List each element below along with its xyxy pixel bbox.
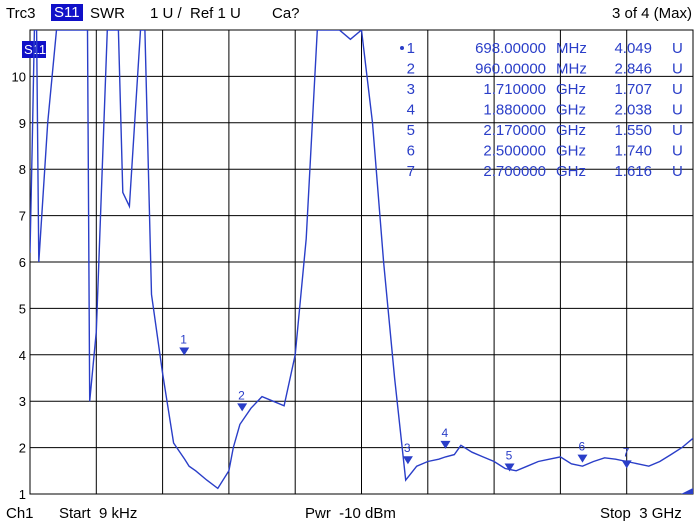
marker-table-frequency-unit: MHz	[556, 40, 587, 57]
y-tick-label: 10	[12, 69, 26, 84]
marker-table-frequency: 960.00000	[475, 61, 546, 78]
stop-frequency[interactable]: Stop 3 GHz	[600, 505, 682, 522]
marker-triangle	[179, 347, 190, 356]
marker-table-unit: U	[672, 61, 683, 78]
y-tick-label: 3	[19, 394, 26, 409]
active-marker-dot	[400, 46, 404, 50]
marker-table-id: 1	[407, 40, 415, 57]
marker-table-frequency-unit: GHz	[556, 102, 586, 119]
marker-table-id: 7	[407, 163, 415, 180]
y-tick-label: 1	[19, 487, 26, 502]
y-tick-label: 9	[19, 116, 26, 131]
source-power[interactable]: Pwr -10 dBm	[305, 505, 396, 522]
marker-label: 4	[441, 426, 448, 440]
marker-triangle	[504, 463, 515, 472]
marker-triangle	[237, 403, 248, 412]
trace-counter: 3 of 4 (Max)	[611, 5, 692, 22]
marker-triangle	[621, 460, 632, 469]
parameter-badge[interactable]: S11	[51, 4, 83, 21]
stop-marker	[681, 488, 693, 494]
y-tick-label: 8	[19, 162, 26, 177]
format-label[interactable]: SWR	[90, 5, 125, 22]
marker-table-value: 1.740	[614, 143, 652, 160]
marker-table-unit: U	[672, 163, 683, 180]
marker-label: 7	[623, 445, 630, 459]
calibration-status: Ca?	[272, 5, 300, 22]
marker-table-unit: U	[672, 122, 683, 139]
marker-table-id: 3	[407, 81, 415, 98]
marker-label: 5	[506, 448, 513, 462]
marker-triangle	[440, 440, 451, 449]
marker-table-frequency: 1.710000	[483, 81, 546, 98]
trace-badge-label: S11	[24, 42, 46, 57]
marker-table-unit: U	[672, 81, 683, 98]
marker-table-frequency: 2.700000	[483, 163, 546, 180]
marker-table-frequency-unit: GHz	[556, 122, 586, 139]
marker-table-frequency-unit: MHz	[556, 61, 587, 78]
y-tick-label: 2	[19, 441, 26, 456]
y-tick-label: 7	[19, 209, 26, 224]
marker-table-frequency: 2.500000	[483, 143, 546, 160]
channel-label[interactable]: Ch1	[6, 505, 34, 522]
marker-table-id: 6	[407, 143, 415, 160]
marker-table-frequency: 2.170000	[483, 122, 546, 139]
y-tick-label: 4	[19, 348, 26, 363]
start-frequency[interactable]: Start 9 kHz	[59, 505, 138, 522]
marker-table-frequency-unit: GHz	[556, 81, 586, 98]
marker-table-id: 4	[407, 102, 415, 119]
marker-table-unit: U	[672, 143, 683, 160]
marker-table-unit: U	[672, 102, 683, 119]
y-tick-label: 5	[19, 301, 26, 316]
marker-table-frequency-unit: GHz	[556, 163, 586, 180]
trace-line	[30, 30, 693, 490]
scale-label[interactable]: 1 U / Ref 1 U	[150, 5, 241, 22]
marker-table-frequency: 1.880000	[483, 102, 546, 119]
marker-label: 3	[404, 441, 411, 455]
marker-table-id: 5	[407, 122, 415, 139]
marker-label: 6	[578, 440, 585, 454]
marker-table-id: 2	[407, 61, 415, 78]
y-tick-label: 6	[19, 255, 26, 270]
marker-table-value: 1.616	[614, 163, 652, 180]
marker-table-value: 1.550	[614, 122, 652, 139]
marker-triangle	[402, 456, 413, 465]
marker-table-frequency-unit: GHz	[556, 143, 586, 160]
marker-table-value: 2.038	[614, 102, 652, 119]
marker-triangle	[577, 454, 588, 463]
marker-table-frequency: 698.00000	[475, 40, 546, 57]
marker-label: 1	[180, 333, 187, 347]
marker-table-value: 4.049	[614, 40, 652, 57]
marker-table-unit: U	[672, 40, 683, 57]
marker-table-value: 2.846	[614, 61, 652, 78]
marker-label: 2	[238, 388, 245, 402]
trace-label[interactable]: Trc3	[6, 5, 36, 22]
marker-table-value: 1.707	[614, 81, 652, 98]
